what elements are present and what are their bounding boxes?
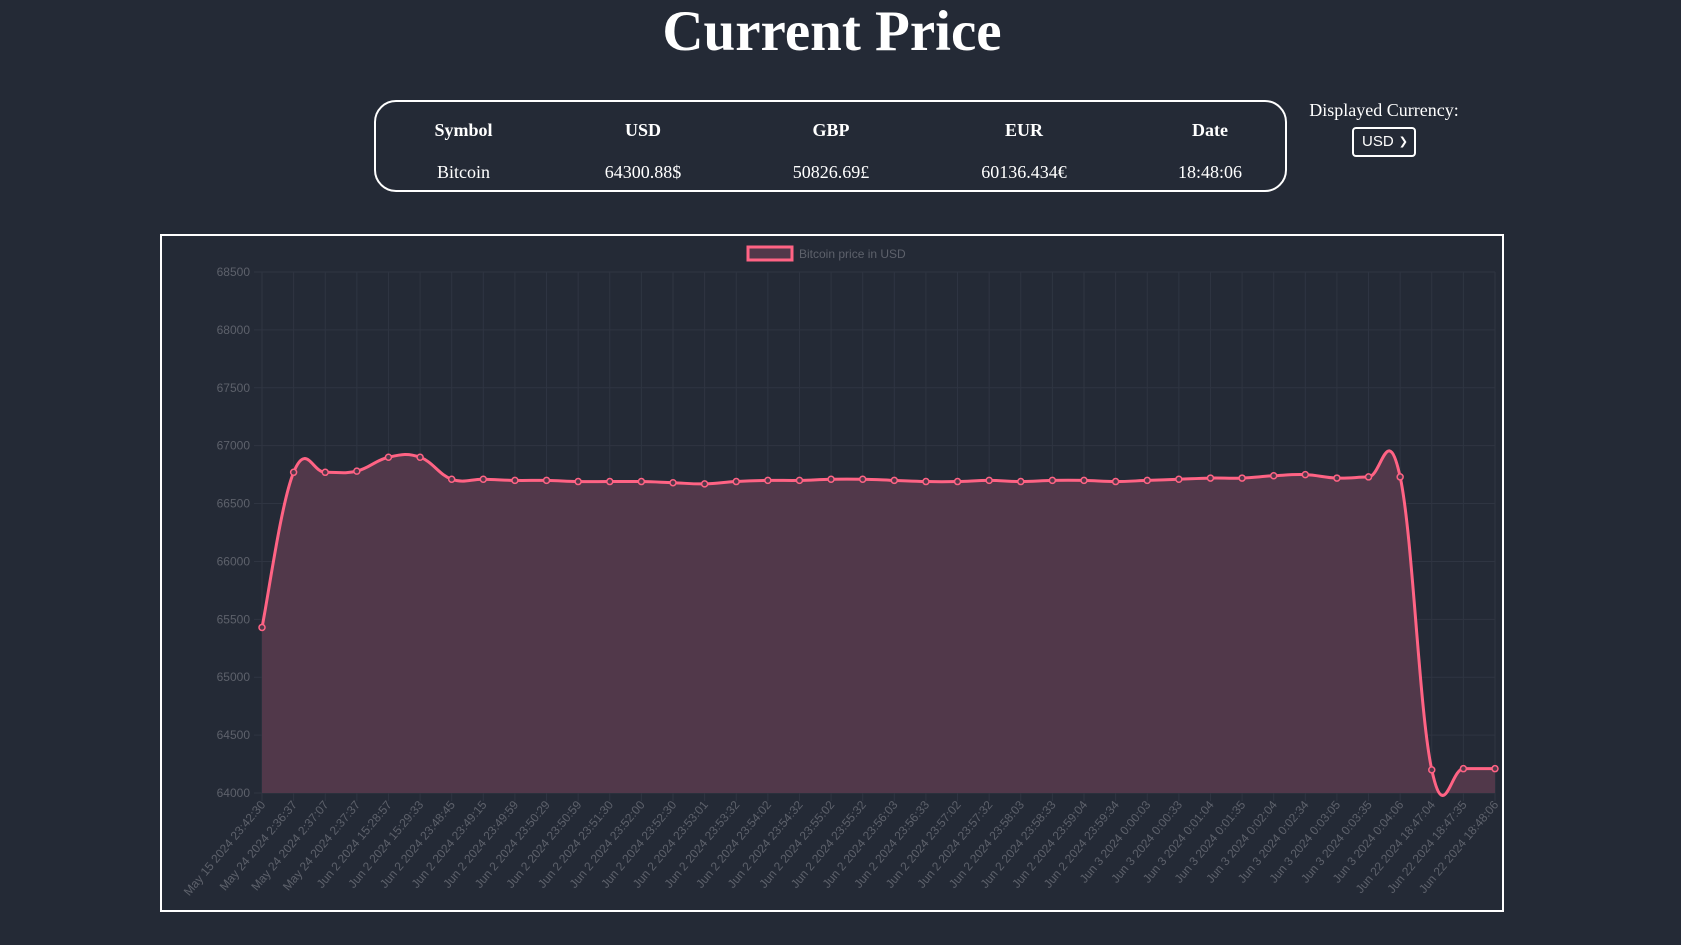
table-row: Bitcoin 64300.88$ 50826.69£ 60136.434€ 1… [376,153,1299,191]
data-point [764,476,772,485]
data-point [606,477,614,486]
currency-label: Displayed Currency: [1309,100,1459,120]
y-tick-label: 67500 [217,381,251,395]
y-tick-label: 68500 [217,265,251,279]
cell-gbp: 50826.69£ [792,161,870,182]
data-point [795,476,804,485]
data-point [1333,474,1341,482]
price-card: Symbol USD GBP EUR Date Bitcoin 64300.88… [374,100,1287,192]
data-point [1206,474,1215,482]
data-point [258,623,266,632]
cell-date: 18:48:06 [1177,161,1242,182]
data-point [353,467,361,475]
header-usd: USD [624,119,661,140]
cell-symbol: Bitcoin [437,161,490,182]
data-point [922,477,930,486]
data-point [858,475,867,483]
series-area [262,450,1495,796]
y-tick-label: 67000 [217,439,251,453]
y-tick-label: 65500 [217,612,251,626]
data-point [827,475,835,483]
data-point [1396,473,1404,481]
data-point [416,453,424,461]
data-point [289,468,298,477]
data-point [1143,476,1151,485]
data-point [1459,764,1468,773]
data-point [542,476,551,485]
page-title: Current Price [662,0,1002,63]
data-point [637,477,646,486]
currency-control: Displayed Currency: USD ❯ [1300,100,1468,157]
data-point [384,453,393,461]
price-chart: 68500 68000 67500 67000 66500 66000 65500 65000… [160,234,1504,912]
header-eur: EUR [1004,119,1043,140]
y-tick-label: 68000 [217,323,251,337]
data-point [1269,472,1278,480]
data-point [1428,766,1436,774]
data-point [479,475,488,483]
currency-select[interactable]: USD ❯ [1352,127,1416,157]
y-tick-label: 66500 [217,497,251,511]
y-tick-label: 64500 [217,728,251,742]
currency-select-value: USD [1362,133,1394,150]
data-point [321,468,329,477]
chevron-down-icon: ❯ [1398,136,1408,148]
data-point [511,476,519,485]
data-point [732,477,740,486]
data-point [1048,476,1057,485]
legend-swatch [746,245,794,262]
price-table: Symbol USD GBP EUR Date Bitcoin 64300.88… [376,102,1299,191]
header-date: Date [1192,119,1228,140]
data-point [574,477,582,486]
data-point [1017,477,1025,486]
data-point [1491,764,1499,773]
data-point [1238,474,1246,482]
data-point [669,478,677,487]
data-point [890,476,899,485]
data-point [700,480,709,488]
legend-label: Bitcoin price in USD [799,247,906,261]
data-point [1175,475,1183,483]
data-point [985,476,993,485]
chart-svg: 68500 68000 67500 67000 66500 66000 65500 65000… [181,245,1502,898]
data-point [447,475,456,483]
data-point [1364,473,1373,481]
y-tick-label: 65000 [217,670,251,684]
y-tick-label: 64000 [217,786,251,800]
data-point [953,477,962,486]
data-point [1301,470,1310,479]
y-tick-label: 66000 [217,554,251,568]
cell-eur: 60136.434€ [981,161,1067,182]
header-gbp: GBP [812,119,850,140]
price-table-header-row: Symbol USD GBP EUR Date [376,102,1299,153]
data-point [1111,477,1120,486]
data-point [1080,476,1088,485]
header-symbol: Symbol [434,119,493,140]
cell-usd: 64300.88$ [604,161,682,182]
